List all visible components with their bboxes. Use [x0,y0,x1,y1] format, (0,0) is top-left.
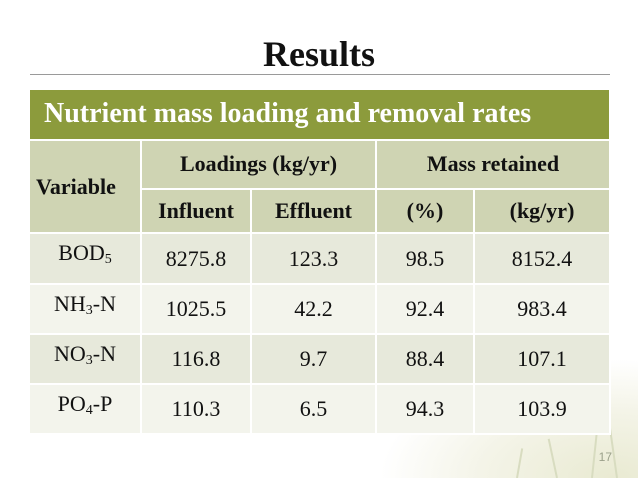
title-divider [30,74,610,75]
percent-cell: 94.3 [375,383,475,435]
table-caption: Nutrient mass loading and removal rates [44,98,532,130]
variable-header: Variable [28,138,142,235]
variable-suffix: -N [92,291,116,317]
influent-header: Influent [140,187,252,235]
grass-blade [547,438,558,478]
loadings-header: Loadings (kg/yr) [140,138,377,190]
influent-cell: 110.3 [140,383,252,435]
variable-subscript: 5 [104,252,112,268]
variable-name: BOD [58,240,105,266]
percent-cell: 92.4 [375,283,475,336]
variable-cell: PO4-P [28,383,142,435]
variable-cell: NH3-N [28,283,142,336]
table-row: NH3-N 1025.5 42.2 92.4 983.4 [28,283,612,336]
kgyr-cell: 983.4 [472,283,612,336]
header-row-1: Variable Loadings (kg/yr) Mass retained [28,138,612,235]
effluent-cell: 6.5 [250,383,377,435]
variable-subscript: 4 [85,403,93,419]
table-row: PO4-P 110.3 6.5 94.3 103.9 [28,383,612,435]
effluent-cell: 9.7 [250,333,377,386]
table-row: BOD5 8275.8 123.3 98.5 8152.4 [28,232,612,286]
variable-suffix: -P [92,391,113,417]
variable-name: NO [54,341,86,367]
kgyr-header: (kg/yr) [472,187,612,235]
effluent-cell: 42.2 [250,283,377,336]
percent-cell: 88.4 [375,333,475,386]
table-caption-cell: Nutrient mass loading and removal rates [27,88,612,141]
variable-cell: BOD5 [28,232,142,286]
header-row-2: Influent Effluent (%) (kg/yr) [29,187,612,235]
kgyr-cell: 103.9 [472,383,612,435]
variable-subscript: 3 [85,303,93,319]
variable-suffix: -N [92,341,116,367]
table-row: NO3-N 116.8 9.7 88.4 107.1 [28,333,612,386]
percent-header: (%) [375,187,475,235]
effluent-cell: 123.3 [250,232,377,286]
influent-cell: 116.8 [140,333,252,386]
slide-number: 17 [598,450,612,464]
effluent-header: Effluent [250,187,377,235]
influent-cell: 8275.8 [140,232,252,286]
results-table: Nutrient mass loading and removal rates … [27,88,612,435]
variable-subscript: 3 [85,353,93,369]
kgyr-cell: 107.1 [472,333,612,386]
grass-blade [516,448,524,478]
variable-name: NH [54,291,86,317]
mass-retained-header: Mass retained [374,138,612,190]
variable-cell: NO3-N [28,333,142,386]
influent-cell: 1025.5 [140,283,252,336]
percent-cell: 98.5 [375,232,475,286]
kgyr-cell: 8152.4 [472,232,612,286]
variable-name: PO [57,391,86,417]
table-caption-row: Nutrient mass loading and removal rates [27,88,612,141]
slide-title: Results [262,34,375,74]
